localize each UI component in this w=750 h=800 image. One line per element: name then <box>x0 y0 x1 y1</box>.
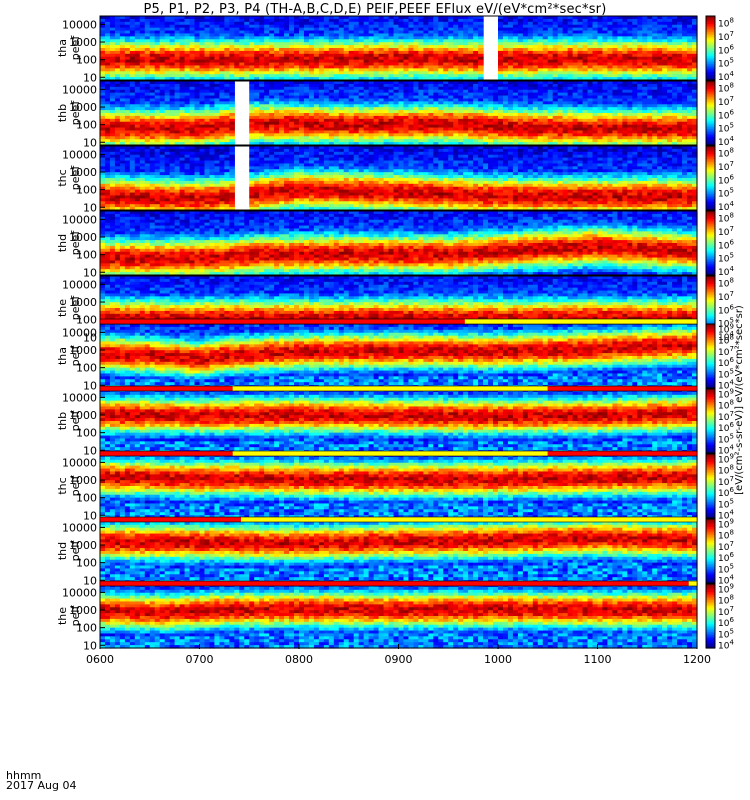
panel-label-product: peef <box>69 35 82 61</box>
panel-label-probe: tha <box>56 39 69 57</box>
y-tick-label: 10 <box>83 71 97 84</box>
colorbar-tick-label: 108 <box>718 17 734 30</box>
colorbar-tick-label: 105 <box>718 57 734 70</box>
colorbar-tick-label: 106 <box>718 43 734 56</box>
y-tick-label: 10000 <box>62 18 97 31</box>
colorbar-tick-label: 107 <box>718 30 734 43</box>
